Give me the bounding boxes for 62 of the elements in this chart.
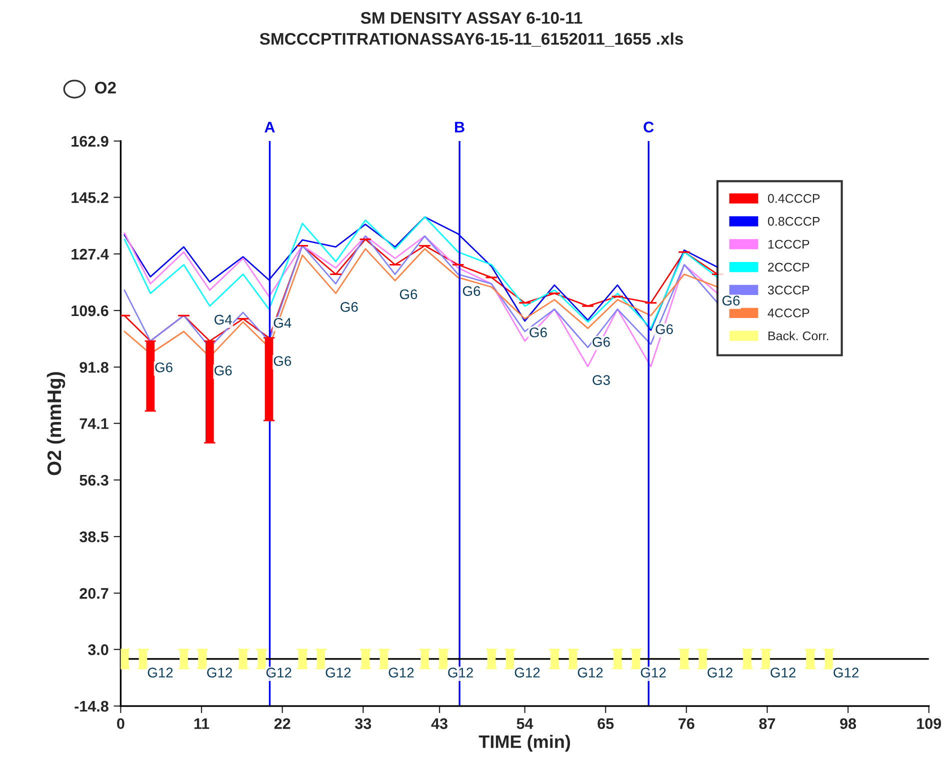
- x-tick-label: 98: [840, 718, 856, 730]
- legend-label: 3CCCP: [768, 286, 810, 294]
- legend-label: 4CCCP: [768, 308, 810, 318]
- annotation: G12: [708, 668, 732, 678]
- annotation: G6: [155, 362, 172, 372]
- annotation: G12: [834, 668, 858, 678]
- x-tick-label: 0: [117, 718, 124, 730]
- x-tick-label: 43: [431, 718, 448, 730]
- y-tick-label: 56.3: [80, 474, 108, 486]
- annotation: G6: [530, 327, 547, 338]
- annotation: G6: [340, 302, 358, 312]
- chart-subtitle: SMCCCPTITRATIONASSAY6-15-11_6152011_1655 .xls: [260, 32, 683, 47]
- annotation: G4: [214, 314, 232, 325]
- x-axis-title: TIME (min): [478, 734, 570, 752]
- y-tick-label: 162.9: [72, 136, 108, 147]
- y-tick-label: 145.2: [72, 192, 108, 204]
- x-tick-label: 33: [355, 718, 372, 730]
- legend-label: 1CCCP: [768, 240, 810, 249]
- annotation: G12: [207, 668, 232, 678]
- annotation: G6: [462, 286, 480, 296]
- annotation: G12: [148, 668, 173, 678]
- y-tick-label: -14.8: [74, 700, 108, 712]
- annotation: G6: [274, 356, 292, 366]
- y-tick-label: 91.8: [80, 362, 108, 373]
- annotation: G6: [722, 296, 740, 306]
- y-tick-label: 74.1: [80, 418, 108, 429]
- annotation: G12: [578, 668, 603, 678]
- y-tick-label: 127.4: [72, 248, 109, 260]
- x-tick-label: 11: [194, 718, 210, 729]
- annotation: G6: [400, 289, 418, 300]
- ref-line-label: B: [455, 122, 464, 132]
- legend-label: 0.4CCCP: [768, 194, 820, 203]
- x-tick-label: 76: [678, 718, 694, 730]
- ref-line-label: C: [644, 122, 654, 132]
- y-tick-label: 109.6: [72, 305, 108, 316]
- legend-label: Back. Corr.: [768, 331, 828, 340]
- y-tick-label: 3.0: [88, 644, 108, 656]
- annotation: G12: [514, 668, 540, 678]
- y-tick-label: 38.5: [80, 531, 108, 542]
- annotation: G12: [326, 668, 351, 678]
- ref-line-label: A: [264, 122, 275, 132]
- annotation: G12: [770, 668, 796, 678]
- x-tick-label: 87: [759, 718, 776, 730]
- y-axis-title: O2 (mmHg): [46, 372, 66, 476]
- x-tick-label: 22: [274, 718, 290, 729]
- x-tick-label: 109: [917, 718, 942, 730]
- legend-label: 2CCCP: [768, 262, 810, 272]
- annotation: G12: [448, 668, 473, 678]
- x-tick-label: 65: [598, 718, 614, 730]
- y-tick-label: 20.7: [80, 588, 108, 599]
- legend-label: 0.8CCCP: [768, 216, 820, 226]
- annotation: G6: [656, 324, 673, 334]
- chart-title: SM DENSITY ASSAY 6-10-11: [360, 12, 582, 24]
- annotation: G12: [640, 668, 666, 678]
- annotation: G12: [266, 668, 292, 678]
- annotation: G3: [592, 375, 610, 386]
- annotation: G4: [274, 318, 292, 328]
- text: O2: [94, 82, 116, 94]
- x-tick-label: 54: [516, 718, 534, 730]
- annotation: G6: [214, 366, 232, 376]
- annotation: G6: [592, 337, 610, 347]
- annotation: G12: [388, 668, 414, 678]
